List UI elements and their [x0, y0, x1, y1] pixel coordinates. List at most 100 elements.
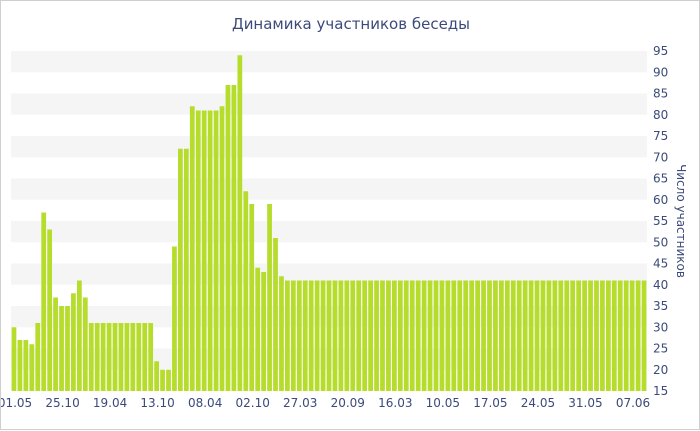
bar [231, 85, 237, 391]
bar [493, 280, 498, 391]
bar [195, 110, 201, 391]
bar [59, 306, 64, 391]
bar [201, 110, 207, 391]
bar [499, 280, 504, 391]
bar [35, 323, 41, 391]
bar [445, 280, 451, 391]
bar [594, 280, 599, 391]
bar [641, 280, 647, 391]
bar [249, 204, 255, 391]
bar [552, 280, 558, 391]
bar [213, 110, 219, 391]
y-tick-label: 60 [653, 193, 668, 207]
y-tick-label: 70 [653, 150, 668, 164]
grid-band [11, 178, 647, 200]
bar [94, 323, 100, 391]
bar [237, 55, 243, 391]
y-tick-label: 35 [653, 299, 668, 313]
bar [160, 369, 165, 391]
bar [516, 280, 522, 391]
y-axis-label: Число участников [674, 164, 688, 278]
bar [368, 280, 373, 391]
y-tick-label: 45 [653, 257, 668, 271]
bar [154, 361, 160, 391]
bar [279, 276, 284, 391]
bar [326, 280, 332, 391]
bar [362, 280, 368, 391]
bar [433, 280, 439, 391]
bar [148, 323, 154, 391]
y-tick-label: 55 [653, 214, 668, 228]
x-tick-label: 24.05 [521, 396, 555, 410]
bar [290, 280, 296, 391]
bar [582, 280, 587, 391]
bar [534, 280, 540, 391]
bar [11, 327, 17, 391]
y-axis-ticks: 15 20 25 30 35 40 45 50 55 60 65 70 75 80 85 90 95 [653, 44, 668, 398]
bar [475, 280, 480, 391]
grid-bands [11, 51, 647, 370]
y-tick-label: 65 [653, 172, 668, 186]
y-tick-label: 15 [653, 384, 668, 398]
bar [183, 148, 189, 391]
bar [392, 280, 397, 391]
bar [421, 280, 427, 391]
bar [546, 280, 552, 391]
bar [255, 267, 261, 391]
bar [558, 280, 564, 391]
x-tick-label: 10.05 [426, 396, 460, 410]
x-tick-label: 07.06 [616, 396, 650, 410]
bar [386, 280, 391, 391]
y-tick-label: 25 [653, 342, 668, 356]
y-tick-label: 85 [653, 87, 668, 101]
x-tick-label: 27.03 [283, 396, 317, 410]
chart-title: Динамика участников беседы [232, 15, 470, 33]
grid-band [11, 93, 647, 115]
bar [225, 85, 231, 391]
bar [41, 212, 47, 391]
bar [308, 280, 314, 391]
bar [439, 280, 445, 391]
bar [469, 280, 475, 391]
bar [338, 280, 344, 391]
bar [23, 340, 29, 391]
bar [427, 280, 433, 391]
bar [463, 280, 469, 391]
bar [76, 280, 82, 391]
bar [380, 280, 385, 391]
bar [356, 280, 362, 391]
y-tick-label: 95 [653, 44, 668, 58]
bar [314, 280, 320, 391]
bar [635, 280, 641, 391]
bar [522, 280, 528, 391]
bar [285, 280, 290, 391]
bar [600, 280, 605, 391]
bar [29, 344, 35, 391]
x-tick-label: 19.04 [93, 396, 127, 410]
bar [296, 280, 302, 391]
bar [47, 229, 53, 391]
bar [564, 280, 570, 391]
bar [178, 148, 183, 391]
bar [457, 280, 463, 391]
bar [605, 280, 611, 391]
bar [611, 280, 617, 391]
bar [207, 110, 213, 391]
x-tick-label: 01.05 [1, 396, 32, 410]
bar [617, 280, 623, 391]
x-tick-label: 25.10 [45, 396, 79, 410]
bar [487, 280, 492, 391]
bar [332, 280, 338, 391]
bar [344, 280, 350, 391]
y-tick-label: 75 [653, 129, 668, 143]
bar [320, 280, 326, 391]
x-tick-label: 31.05 [568, 396, 602, 410]
bar [510, 280, 516, 391]
grid-band [11, 136, 647, 158]
y-tick-label: 30 [653, 320, 668, 334]
x-tick-label: 13.10 [140, 396, 174, 410]
bar [588, 280, 593, 391]
bar [53, 297, 58, 391]
